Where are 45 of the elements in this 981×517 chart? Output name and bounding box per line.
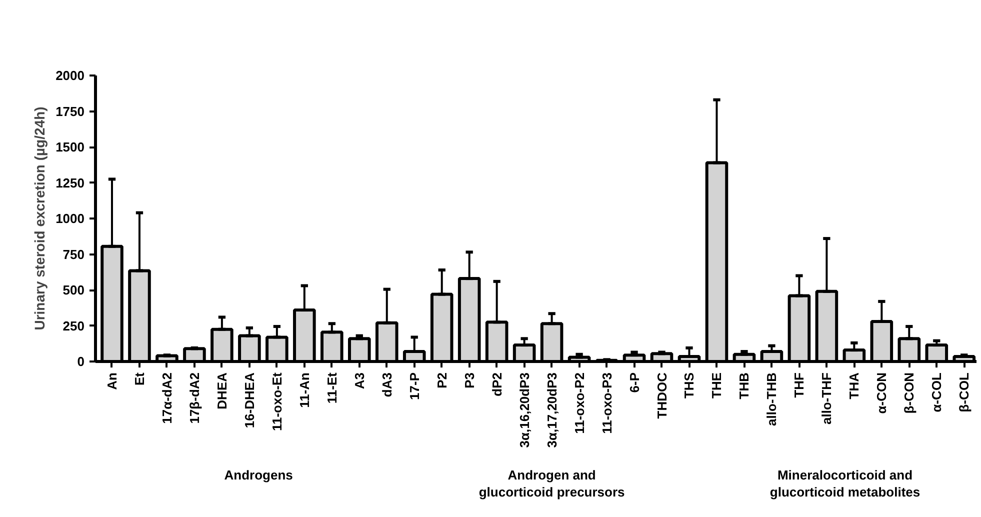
text: Mineralocorticoid and glucorticoid metabolites (770, 467, 920, 500)
x-tick-label: dP2 (489, 372, 504, 396)
x-tick-label: 17α-dA2 (159, 372, 174, 424)
x-tick-label: THE (709, 372, 724, 398)
x-tick-label: β-COL (956, 372, 972, 412)
y-tick-label: 500 (62, 282, 85, 298)
y-tick-label: 0 (77, 354, 85, 369)
x-tick-label: 11-Et (324, 372, 340, 404)
x-tick-label: THB (736, 372, 752, 400)
y-tick-label: 250 (62, 318, 85, 334)
x-tick-label: 11-oxo-P3 (599, 372, 614, 434)
y-tick-label: 1000 (56, 211, 84, 226)
y-tick-label: 1250 (56, 175, 84, 190)
x-tick-label: 17-P (406, 372, 422, 400)
text: Androgen and glucorticoid precursors (478, 467, 625, 500)
x-tick-label: P2 (434, 372, 450, 388)
x-tick-label: 11-oxo-P2 (572, 372, 587, 434)
x-tick-label: An (104, 372, 120, 390)
y-tick-label: 1500 (56, 140, 84, 154)
x-tick-label: THF (792, 372, 807, 398)
x-tick-label: 3α,17,20dP3 (544, 372, 560, 448)
x-tick-label: THDOC (654, 372, 670, 419)
y-tick-label: 1750 (56, 104, 84, 119)
x-tick-label: 3α,16,20dP3 (516, 372, 532, 448)
x-tick-label: β-CON (902, 372, 917, 414)
x-tick-label: Et (132, 372, 147, 386)
x-tick-label: 17β-dA2 (186, 372, 202, 424)
x-tick-label: DHEA (214, 372, 230, 410)
x-tick-label: dA3 (379, 372, 394, 398)
x-tick-label: 11-An (296, 372, 312, 408)
x-tick-label: P3 (462, 372, 477, 388)
x-tick-label: allo-THB (764, 372, 780, 426)
y-tick-label: 2000 (56, 68, 84, 83)
x-tick-label: α-COL (929, 372, 944, 412)
x-tick-label: A3 (352, 372, 367, 390)
x-tick-label: 16-DHEA (242, 372, 257, 428)
x-tick-label: α-CON (874, 372, 890, 414)
x-tick-label: THA (846, 372, 862, 400)
x-tick-label: THS (682, 372, 697, 398)
x-tick-label: 6-P (626, 372, 642, 393)
text: Androgens (224, 467, 293, 482)
y-axis-title: Urinary steroid excretion (µg/24h) (32, 106, 48, 330)
x-tick-label: allo-THF (819, 372, 834, 424)
x-tick-label: 11-oxo-Et (269, 372, 284, 432)
y-tick-label: 750 (62, 246, 85, 262)
